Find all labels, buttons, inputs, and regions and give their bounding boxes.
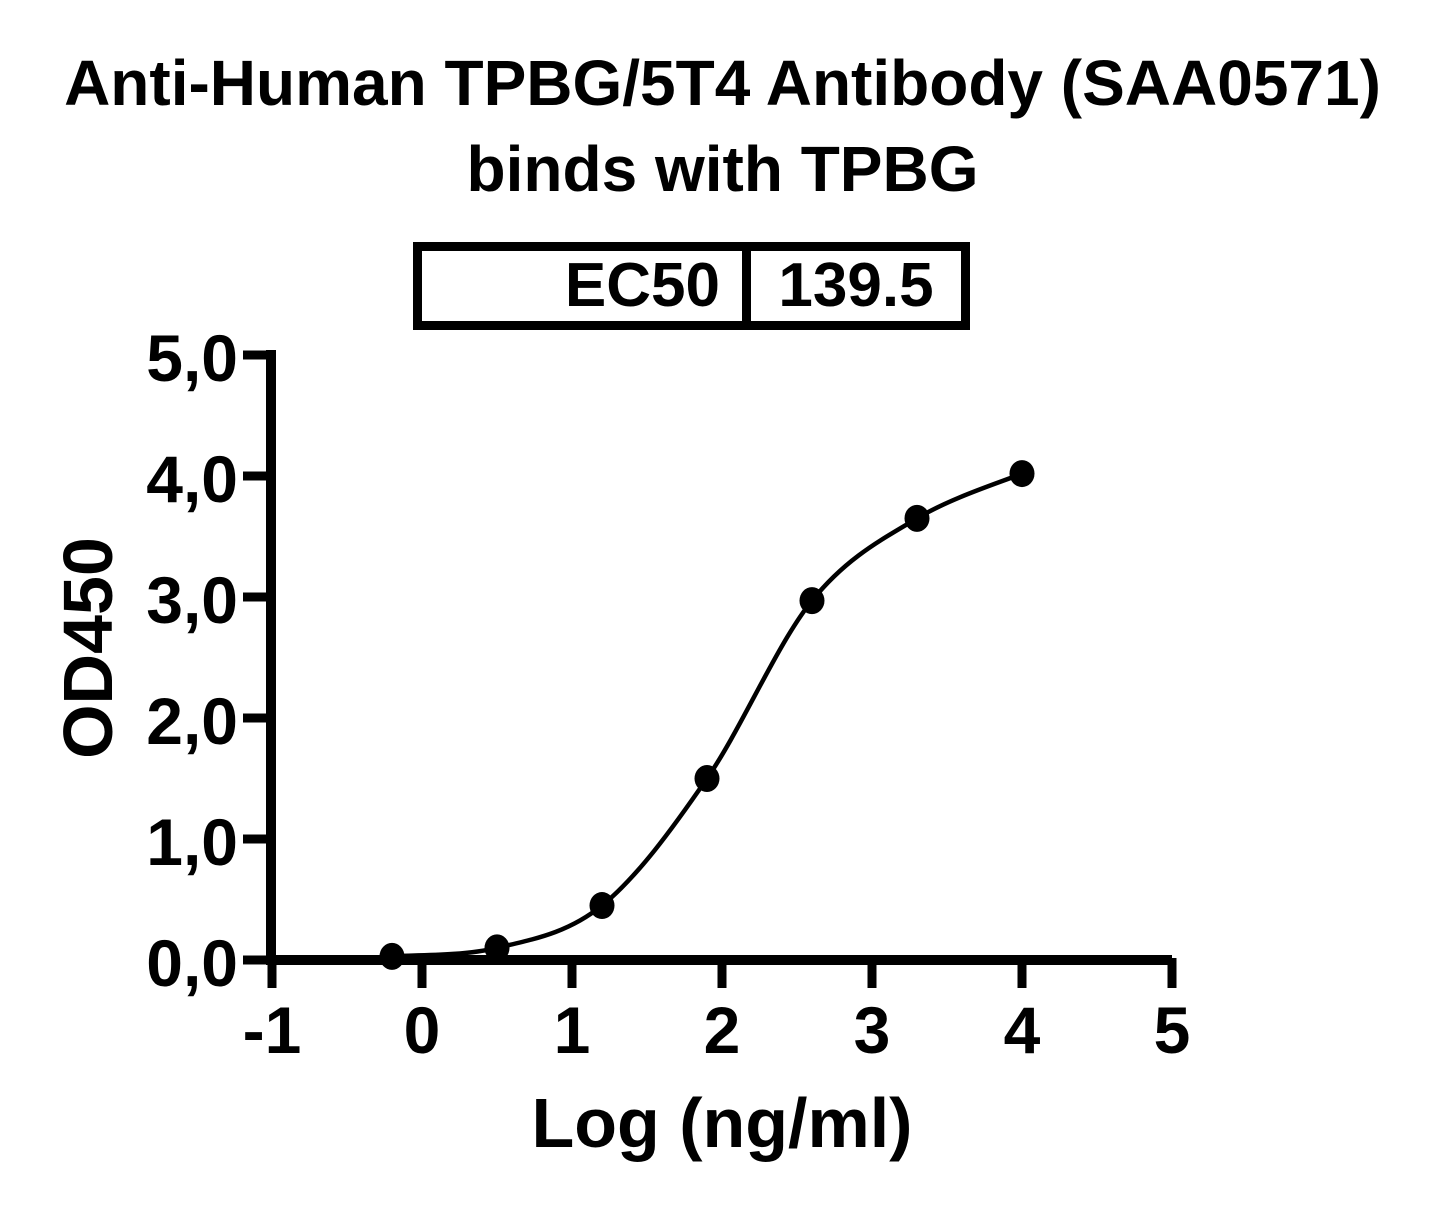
x-tick-label: 5 xyxy=(1154,993,1191,1067)
tick-layer: -1 0 1 2 3 4 5 0,0 1,0 2,0 3,0 4,0 5,0 xyxy=(146,321,1190,1067)
x-tick-label: 0 xyxy=(404,993,441,1067)
ec50-value-cell: 139.5 xyxy=(742,251,961,321)
chart-title-line1: Anti-Human TPBG/5T4 Antibody (SAA0571) xyxy=(64,47,1381,119)
y-tick-label: 1,0 xyxy=(146,805,238,879)
x-axis-title: Log (ng/ml) xyxy=(531,1084,912,1162)
x-tick-label: 4 xyxy=(1004,993,1041,1067)
y-tick-label: 0,0 xyxy=(146,926,238,1000)
ec50-table: EC50 139.5 xyxy=(413,242,970,330)
y-tick-label: 4,0 xyxy=(146,442,238,516)
axes-layer xyxy=(266,350,1172,965)
x-tick-label: 2 xyxy=(704,993,741,1067)
curve-layer xyxy=(389,471,1025,959)
x-tick-label: 1 xyxy=(554,993,591,1067)
y-tick-label: 2,0 xyxy=(146,684,238,758)
chart-title-line2: binds with TPBG xyxy=(466,133,979,205)
fit-curve xyxy=(389,471,1025,959)
data-point xyxy=(589,892,615,920)
data-point xyxy=(379,942,405,970)
data-point xyxy=(1009,460,1035,488)
data-point xyxy=(799,587,825,615)
point-layer xyxy=(379,460,1035,970)
x-tick-label: -1 xyxy=(243,993,302,1067)
data-point xyxy=(694,765,720,792)
y-axis-title: OD450 xyxy=(49,537,127,759)
ec50-label-cell: EC50 xyxy=(564,251,720,320)
x-tick-label: 3 xyxy=(854,993,891,1067)
y-tick-label: 5,0 xyxy=(146,321,238,395)
data-point xyxy=(484,934,510,962)
data-point xyxy=(904,504,930,532)
y-tick-label: 3,0 xyxy=(146,563,238,637)
chart-title: Anti-Human TPBG/5T4 Antibody (SAA0571) bi… xyxy=(0,40,1445,212)
